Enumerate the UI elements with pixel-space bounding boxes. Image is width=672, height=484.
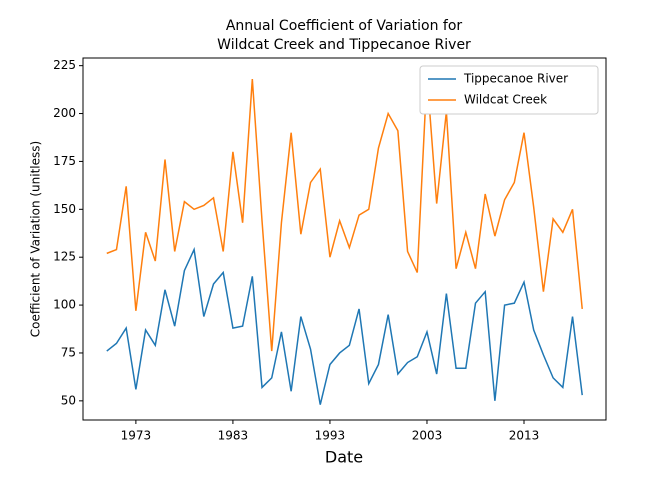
x-tick-label: 2013 <box>509 429 540 443</box>
y-tick-label: 50 <box>61 393 76 407</box>
chart-title: Annual Coefficient of Variation for <box>226 18 463 34</box>
legend-label: Wildcat Creek <box>464 93 547 107</box>
x-tick-label: 1973 <box>121 429 152 443</box>
chart-title: Wildcat Creek and Tippecanoe River <box>217 37 471 53</box>
y-tick-label: 100 <box>53 298 76 312</box>
legend-box <box>419 65 599 115</box>
x-axis-label: Date <box>325 448 363 467</box>
legend: Tippecanoe River Wildcat Creek <box>419 65 599 115</box>
y-tick-label: 175 <box>53 154 76 168</box>
x-tick-label: 1983 <box>218 429 249 443</box>
x-tick-label: 1993 <box>315 429 346 443</box>
y-axis-label: Coefficient of Variation (unitless) <box>29 141 43 337</box>
y-tick-label: 200 <box>53 106 76 120</box>
legend-label: Tippecanoe River <box>463 72 568 86</box>
y-tick-label: 125 <box>53 250 76 264</box>
line-series <box>106 246 583 405</box>
y-tick-label: 225 <box>53 58 76 72</box>
y-tick-label: 75 <box>61 345 76 359</box>
line-series <box>106 75 583 352</box>
y-tick-label: 150 <box>53 202 76 216</box>
x-tick-label: 2003 <box>412 429 443 443</box>
plot-frame <box>82 57 607 421</box>
